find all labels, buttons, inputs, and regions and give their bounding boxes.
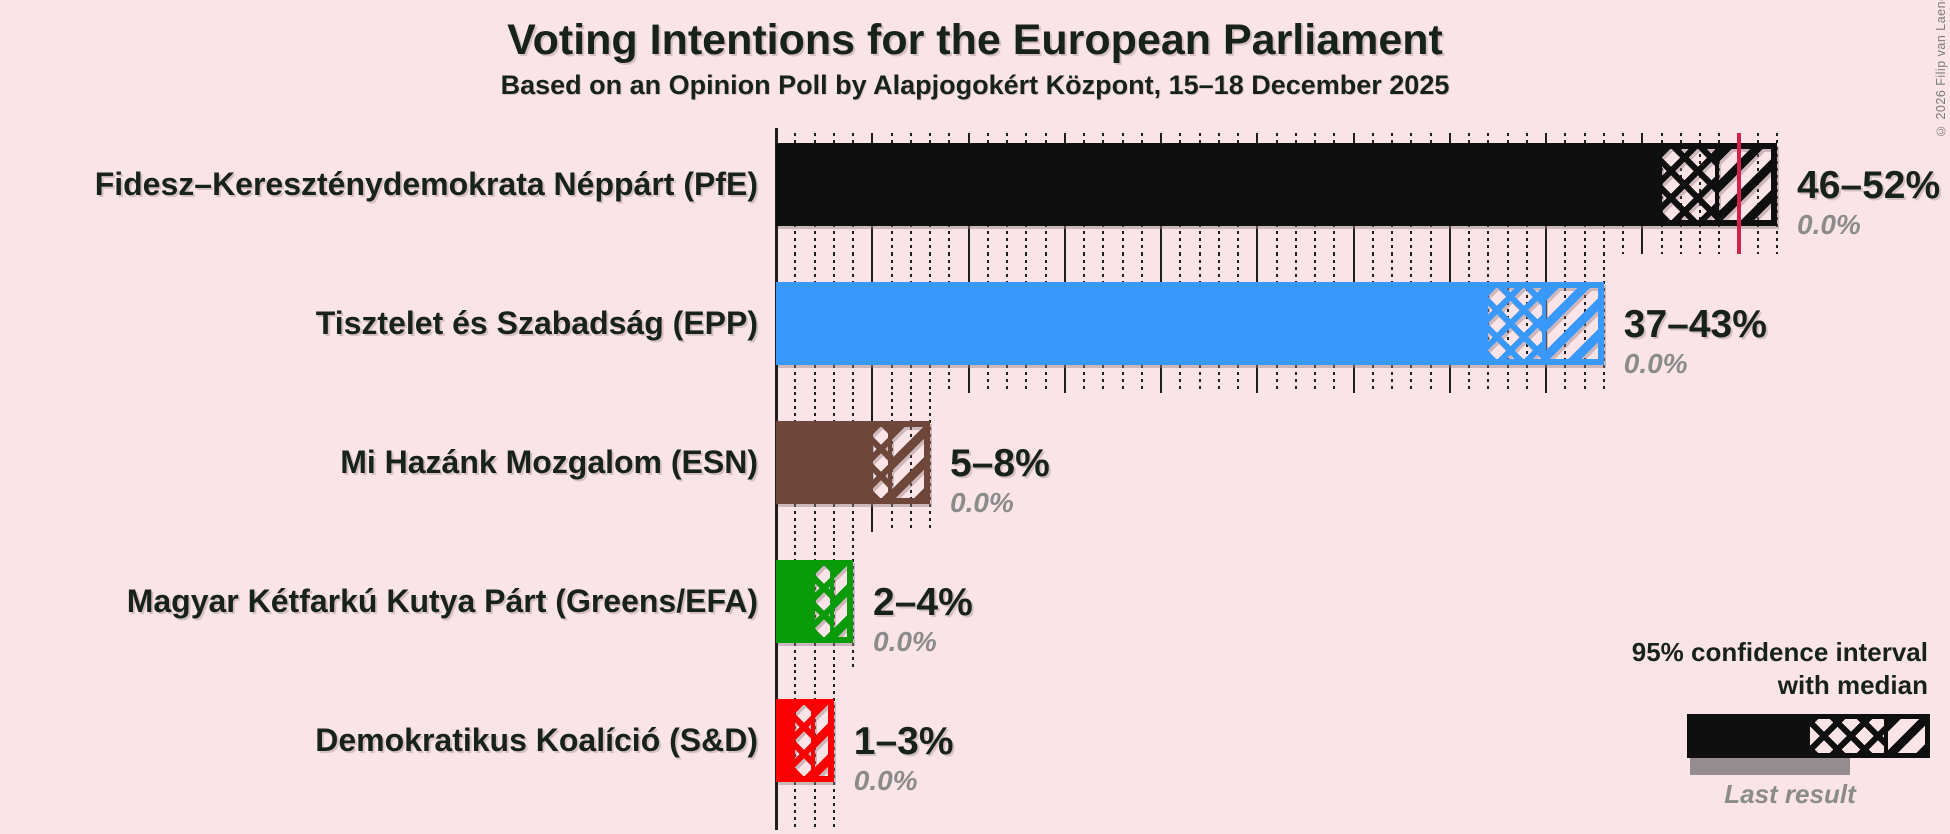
confidence-interval-segment bbox=[1661, 143, 1777, 226]
gridline-minor bbox=[832, 670, 835, 830]
gridline-minor bbox=[1776, 133, 1778, 254]
bar-solid-segment bbox=[776, 560, 815, 643]
ci-crosshatch-low-to-median bbox=[1488, 288, 1546, 359]
copyright-notice: © 2026 Filip van Laenen bbox=[1934, 0, 1948, 138]
bar-3 bbox=[776, 421, 930, 504]
ci-diagonal-median-to-high bbox=[891, 427, 924, 498]
chart-title: Voting Intentions for the European Parli… bbox=[507, 16, 1443, 64]
ci-diagonal-median-to-high bbox=[833, 566, 847, 637]
confidence-interval-segment bbox=[795, 699, 834, 782]
bar-1 bbox=[776, 143, 1777, 226]
bar-2 bbox=[776, 282, 1604, 365]
ci-range-value: 1–3% bbox=[853, 720, 954, 763]
bar-5 bbox=[776, 699, 834, 782]
party-label: Mi Hazánk Mozgalom (ESN) bbox=[340, 444, 758, 480]
party-label: Tisztelet és Szabadság (EPP) bbox=[315, 305, 758, 341]
gridline-minor bbox=[1602, 253, 1605, 393]
legend-ci-line2: with median bbox=[1777, 670, 1928, 700]
confidence-interval-segment bbox=[872, 421, 930, 504]
gridline-minor bbox=[929, 392, 931, 532]
chart-subtitle: Based on an Opinion Poll by Alapjogokért… bbox=[500, 70, 1450, 100]
ci-range-value: 2–4% bbox=[873, 581, 973, 624]
confidence-interval-segment bbox=[1488, 282, 1604, 365]
ci-diagonal-median-to-high bbox=[1546, 288, 1598, 359]
ci-crosshatch-low-to-median bbox=[814, 566, 834, 637]
ci-diagonal-median-to-high bbox=[1719, 149, 1771, 220]
legend-ci-segment bbox=[1810, 714, 1930, 758]
bar-solid-segment bbox=[776, 699, 796, 782]
last-result-value: 0.0% bbox=[873, 626, 937, 657]
ci-range-value: 37–43% bbox=[1623, 303, 1767, 346]
last-result-value: 0.0% bbox=[1623, 348, 1688, 379]
bar-solid-segment bbox=[776, 143, 1662, 226]
party-label: Fidesz–Kereszténydemokrata Néppárt (PfE) bbox=[94, 166, 758, 202]
bar-4 bbox=[776, 560, 853, 643]
ci-crosshatch-low-to-median bbox=[1661, 149, 1720, 220]
ci-range-value: 46–52% bbox=[1797, 164, 1941, 207]
ci-range-value: 5–8% bbox=[950, 442, 1050, 485]
legend-last-result-label: Last result bbox=[1724, 779, 1856, 809]
last-result-value: 0.0% bbox=[1797, 209, 1861, 240]
last-result-value: 0.0% bbox=[853, 765, 918, 796]
legend-solid-segment bbox=[1687, 714, 1810, 758]
party-label: Demokratikus Koalíció (S&D) bbox=[315, 722, 758, 758]
legend-crosshatch bbox=[1810, 719, 1888, 753]
legend-ci-label: 95% confidence interval with median bbox=[1428, 636, 1928, 702]
legend-ci-sample-bar bbox=[1687, 714, 1930, 758]
last-result-value: 0.0% bbox=[950, 487, 1014, 518]
bar-solid-segment bbox=[776, 282, 1489, 365]
majority-threshold-line bbox=[1736, 133, 1741, 254]
confidence-interval-segment bbox=[814, 560, 853, 643]
party-label: Magyar Kétfarkú Kutya Párt (Greens/EFA) bbox=[126, 583, 758, 619]
legend-last-result-bar bbox=[1690, 758, 1850, 775]
ci-crosshatch-low-to-median bbox=[872, 427, 892, 498]
gridline-minor bbox=[852, 531, 854, 671]
bar-solid-segment bbox=[776, 421, 873, 504]
legend-ci-line1: 95% confidence interval bbox=[1631, 637, 1928, 667]
ci-diagonal-median-to-high bbox=[814, 705, 828, 776]
legend-diagonal bbox=[1888, 719, 1925, 753]
ci-crosshatch-low-to-median bbox=[795, 705, 815, 776]
